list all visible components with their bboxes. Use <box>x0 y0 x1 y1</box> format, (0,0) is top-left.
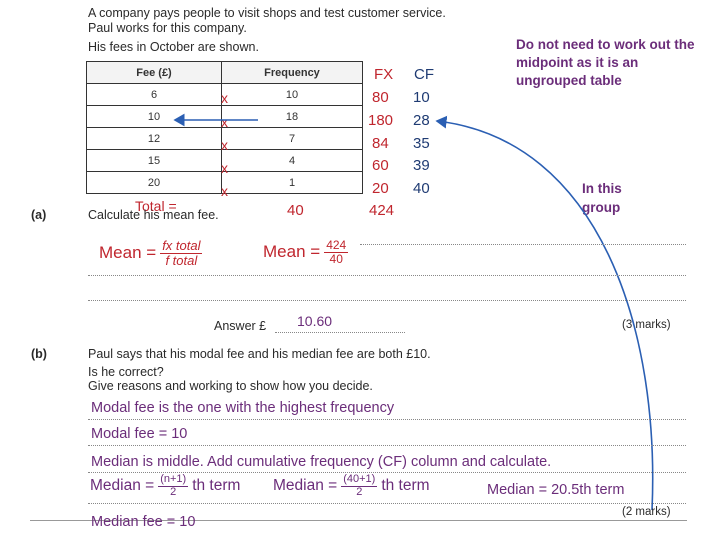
mean-calculation: Mean = 424 40 <box>263 238 349 266</box>
mean-label: Mean = <box>99 243 157 263</box>
fee-cell: 20 <box>86 171 222 194</box>
in-this-group-note: In this group <box>582 181 622 215</box>
median-label: Median = <box>90 477 155 495</box>
median-term-2: th term <box>381 477 430 495</box>
freq-cell: 1 <box>221 171 363 194</box>
part-b-line-2: Is he correct? <box>88 365 164 379</box>
median-denominator: 2 <box>170 485 177 498</box>
part-b-line-3: Give reasons and working to show how you… <box>88 379 373 393</box>
cf-value: 35 <box>413 135 430 152</box>
intro-line-3: His fees in October are shown. <box>88 40 259 54</box>
mean-label-2: Mean = <box>263 242 321 262</box>
marks-a: (3 marks) <box>622 319 671 331</box>
part-b-label: (b) <box>31 347 47 361</box>
median-numerator-2: (40+1) <box>341 473 378 487</box>
answer-line <box>88 472 686 473</box>
arrow-to-cf-28 <box>435 115 654 511</box>
answer-line <box>88 445 686 446</box>
fx-total: 424 <box>369 202 395 219</box>
marks-b: (2 marks) <box>622 506 671 518</box>
median-label-2: Median = <box>273 477 338 495</box>
intro-line-2: Paul works for this company. <box>88 21 247 35</box>
mean-denominator: f total <box>165 252 198 268</box>
table-row: 15 4 <box>86 149 363 172</box>
modal-fee: Modal fee = 10 <box>91 426 188 442</box>
median-result: Median = 20.5th term <box>487 482 625 498</box>
mean-numerator: fx total <box>160 238 203 254</box>
mean-denominator-2: 40 <box>329 251 343 266</box>
fx-value: 60 <box>372 157 389 174</box>
multiply-mark: x <box>221 114 228 130</box>
fx-value: 84 <box>372 135 389 152</box>
median-numerator: (n+1) <box>158 473 189 487</box>
median-explanation: Median is middle. Add cumulative frequen… <box>91 454 552 470</box>
part-a-text: Calculate his mean fee. <box>88 208 219 222</box>
table-row: 12 7 <box>86 127 363 150</box>
ungrouped-note: Do not need to work out the midpoint as … <box>516 37 695 88</box>
multiply-mark: x <box>221 137 228 153</box>
total-label: Total = <box>135 198 177 214</box>
frequency-total: 40 <box>287 202 304 219</box>
intro-line-1: A company pays people to visit shops and… <box>88 6 446 20</box>
fx-header: FX <box>374 66 394 83</box>
cf-header: CF <box>414 66 434 83</box>
fx-value: 180 <box>368 112 394 129</box>
table-row: 10 18 <box>86 105 363 128</box>
answer-line <box>88 503 686 504</box>
mean-numerator-2: 424 <box>324 238 349 253</box>
median-calculation: Median = (40+1) 2 th term <box>273 473 430 498</box>
table-row: 20 1 <box>86 171 363 194</box>
answer-line <box>88 275 686 276</box>
multiply-mark: x <box>221 90 228 106</box>
multiply-mark: x <box>221 160 228 176</box>
fx-value: 80 <box>372 89 389 106</box>
multiply-mark: x <box>221 183 228 199</box>
mean-answer: 10.60 <box>297 313 333 329</box>
fee-header: Fee (£) <box>86 61 222 84</box>
answer-line <box>360 244 686 245</box>
answer-label: Answer £ <box>214 319 267 333</box>
modal-explanation: Modal fee is the one with the highest fr… <box>91 400 395 416</box>
divider <box>30 520 687 521</box>
median-denominator-2: 2 <box>356 485 363 498</box>
median-fee: Median fee = 10 <box>91 514 196 530</box>
fx-value: 20 <box>372 180 389 197</box>
cf-value: 40 <box>413 180 430 197</box>
answer-line <box>275 332 405 333</box>
median-term: th term <box>192 477 241 495</box>
part-b-line-1: Paul says that his modal fee and his med… <box>88 347 431 361</box>
cf-value: 10 <box>413 89 430 106</box>
mean-formula: Mean = fx total f total <box>99 238 203 268</box>
cf-value: 39 <box>413 157 430 174</box>
median-formula: Median = (n+1) 2 th term <box>90 473 241 498</box>
cf-value: 28 <box>413 112 430 129</box>
fee-frequency-table: Fee (£) Frequency 6 10 10 18 12 7 15 4 20 1 <box>86 61 363 194</box>
part-a-label: (a) <box>31 208 47 222</box>
answer-line <box>88 419 686 420</box>
answer-line <box>88 300 686 301</box>
